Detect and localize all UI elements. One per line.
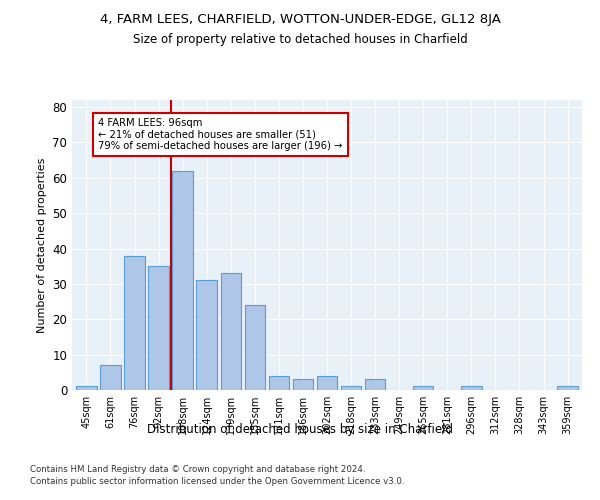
- Bar: [76, 386, 97, 390]
- Bar: [172, 170, 193, 390]
- Text: Size of property relative to detached houses in Charfield: Size of property relative to detached ho…: [133, 32, 467, 46]
- Bar: [365, 380, 385, 390]
- Bar: [341, 386, 361, 390]
- Bar: [100, 365, 121, 390]
- Bar: [293, 380, 313, 390]
- Text: 4 FARM LEES: 96sqm
← 21% of detached houses are smaller (51)
79% of semi-detache: 4 FARM LEES: 96sqm ← 21% of detached hou…: [98, 118, 343, 151]
- Bar: [245, 305, 265, 390]
- Text: Contains HM Land Registry data © Crown copyright and database right 2024.: Contains HM Land Registry data © Crown c…: [30, 465, 365, 474]
- Bar: [557, 386, 578, 390]
- Bar: [124, 256, 145, 390]
- Text: 4, FARM LEES, CHARFIELD, WOTTON-UNDER-EDGE, GL12 8JA: 4, FARM LEES, CHARFIELD, WOTTON-UNDER-ED…: [100, 12, 500, 26]
- Text: Contains public sector information licensed under the Open Government Licence v3: Contains public sector information licen…: [30, 478, 404, 486]
- Bar: [221, 274, 241, 390]
- Bar: [196, 280, 217, 390]
- Y-axis label: Number of detached properties: Number of detached properties: [37, 158, 47, 332]
- Bar: [461, 386, 482, 390]
- Bar: [269, 376, 289, 390]
- Bar: [413, 386, 433, 390]
- Bar: [148, 266, 169, 390]
- Bar: [317, 376, 337, 390]
- Text: Distribution of detached houses by size in Charfield: Distribution of detached houses by size …: [147, 422, 453, 436]
